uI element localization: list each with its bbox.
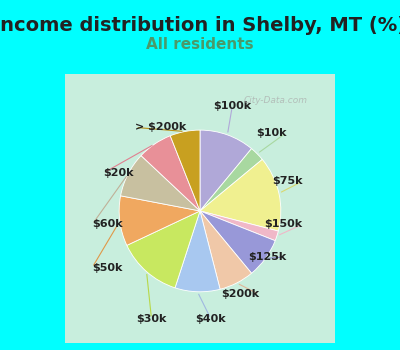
Text: > $200k: > $200k bbox=[135, 122, 186, 132]
Wedge shape bbox=[141, 136, 200, 211]
Text: $100k: $100k bbox=[213, 101, 252, 111]
Text: $75k: $75k bbox=[272, 176, 302, 186]
Wedge shape bbox=[127, 211, 200, 288]
Text: Income distribution in Shelby, MT (%): Income distribution in Shelby, MT (%) bbox=[0, 16, 400, 35]
Text: $200k: $200k bbox=[221, 289, 259, 300]
Wedge shape bbox=[200, 149, 262, 211]
Text: $20k: $20k bbox=[103, 168, 134, 178]
Wedge shape bbox=[120, 156, 200, 211]
Text: $10k: $10k bbox=[256, 128, 286, 138]
Wedge shape bbox=[200, 211, 275, 273]
Wedge shape bbox=[170, 130, 200, 211]
Text: $50k: $50k bbox=[92, 262, 122, 273]
Text: $125k: $125k bbox=[248, 252, 286, 262]
Wedge shape bbox=[200, 211, 252, 289]
Wedge shape bbox=[200, 211, 278, 241]
Text: $30k: $30k bbox=[136, 314, 167, 324]
Wedge shape bbox=[175, 211, 220, 292]
Wedge shape bbox=[200, 130, 252, 211]
Wedge shape bbox=[119, 196, 200, 245]
Text: $150k: $150k bbox=[264, 219, 302, 229]
Text: $40k: $40k bbox=[196, 314, 226, 324]
Text: All residents: All residents bbox=[146, 37, 254, 52]
Wedge shape bbox=[200, 159, 281, 231]
Text: City-Data.com: City-Data.com bbox=[244, 96, 308, 105]
Text: $60k: $60k bbox=[92, 219, 123, 229]
